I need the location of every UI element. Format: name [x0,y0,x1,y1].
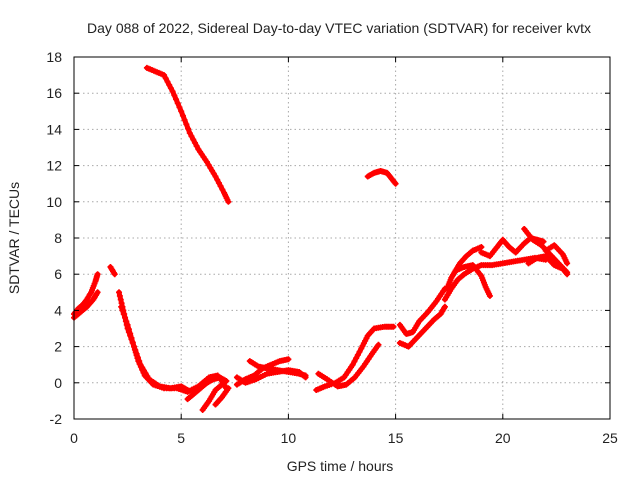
data-point [161,72,168,79]
data-point [219,186,226,193]
data-point [118,303,125,310]
data-point [225,198,232,205]
data-point [563,270,570,277]
data-point [173,96,180,103]
data-point [186,130,193,137]
data-point [123,318,130,325]
y-tick-label: 12 [46,158,62,174]
data-point [164,78,171,85]
data-point [351,358,358,365]
data-point [564,260,571,267]
data-point [191,139,198,146]
data-point [128,334,135,341]
data-point [117,296,124,303]
data-point [122,314,129,321]
x-tick-label: 5 [177,430,185,446]
data-point [171,92,178,99]
data-point [285,356,292,363]
data-point [120,311,127,318]
y-tick-label: 2 [54,339,62,355]
x-tick-label: 10 [281,430,297,446]
data-point [540,238,547,245]
series-trace [397,286,448,337]
data-point [390,323,397,330]
y-tick-label: -2 [50,411,63,427]
data-point [178,108,185,115]
data-point [94,289,101,296]
y-tick-label: 18 [46,49,62,65]
data-point [176,104,183,111]
data-point [181,116,188,123]
data-point [129,339,136,346]
data-point [111,271,118,278]
data-point [166,81,173,88]
data-point [116,289,123,296]
data-point [349,361,356,368]
x-tick-label: 20 [495,430,511,446]
data-point [133,352,140,359]
y-tick-label: 14 [46,121,62,137]
data-point [223,377,230,384]
data-point [167,85,174,92]
chart-title: Day 088 of 2022, Sidereal Day-to-day VTE… [87,20,591,36]
x-tick-label: 15 [388,430,404,446]
data-point [132,349,139,356]
data-point [185,125,192,132]
x-tick-label: 0 [70,430,78,446]
data-point [302,372,309,379]
data-point [174,100,181,107]
data-point [217,183,224,190]
y-tick-label: 16 [46,85,62,101]
y-axis-label: SDTVAR / TECUs [6,182,22,294]
data-point [214,176,221,183]
data-layer [71,64,571,413]
data-point [131,346,138,353]
data-point [215,179,222,186]
data-point [179,112,186,119]
data-point [119,307,126,314]
x-axis-label: GPS time / hours [287,458,394,474]
data-point [212,173,219,180]
data-point [127,330,134,337]
data-point [392,180,399,187]
data-point [354,351,361,358]
series-trace [397,304,448,350]
tick-layer: 0 5 10 15 20 25 -2 0 2 4 6 8 10 12 14 16 18 [46,49,618,446]
data-point [353,355,360,362]
data-point [193,143,200,150]
data-point [564,271,571,278]
series-trace [116,289,191,393]
data-point [356,348,363,355]
data-point [183,121,190,128]
x-tick-label: 25 [602,430,618,446]
data-point [486,292,493,299]
data-point [131,343,138,350]
data-point [188,133,195,140]
y-tick-label: 0 [54,375,62,391]
data-point [134,355,141,362]
data-point [116,292,123,299]
series-trace [144,65,231,205]
data-point [478,244,485,251]
y-tick-label: 8 [54,230,62,246]
data-point [225,385,232,392]
y-tick-label: 10 [46,194,62,210]
data-point [169,88,176,95]
data-point [375,341,382,348]
y-tick-label: 4 [54,302,62,318]
data-point [391,179,398,186]
data-point [125,326,132,333]
data-point [94,271,101,278]
data-point [162,75,169,82]
data-point [190,136,197,143]
data-point [441,303,448,310]
data-point [124,321,131,328]
y-tick-label: 6 [54,266,62,282]
